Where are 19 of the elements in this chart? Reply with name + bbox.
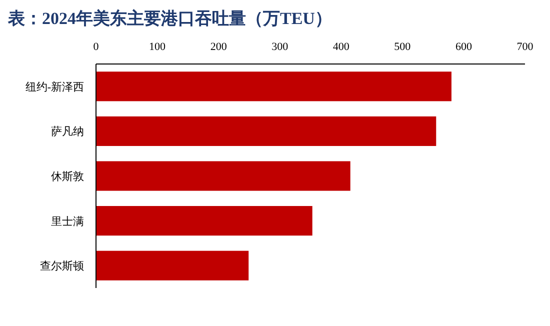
x-tick-label: 0 <box>93 41 100 53</box>
bar <box>96 72 452 102</box>
x-tick-label: 700 <box>516 41 534 53</box>
x-tick-label: 100 <box>149 41 166 53</box>
y-tick-label: 纽约-新泽西 <box>25 80 84 94</box>
x-tick-label: 400 <box>332 41 350 53</box>
x-tick-label: 200 <box>210 41 228 53</box>
bar <box>96 161 350 191</box>
x-tick-label: 500 <box>394 41 412 53</box>
y-tick-label: 查尔斯顿 <box>40 260 84 273</box>
bar <box>96 206 312 236</box>
chart-title: 表：2024年美东主要港口吞吐量（万TEU） <box>7 9 332 28</box>
y-tick-label: 休斯敦 <box>51 170 84 183</box>
x-tick-label: 300 <box>272 41 289 53</box>
y-tick-label: 里士满 <box>51 214 84 228</box>
y-tick-label: 萨凡纳 <box>51 125 84 138</box>
bar <box>96 250 249 280</box>
bar <box>96 116 436 146</box>
x-tick-label: 600 <box>455 41 472 53</box>
